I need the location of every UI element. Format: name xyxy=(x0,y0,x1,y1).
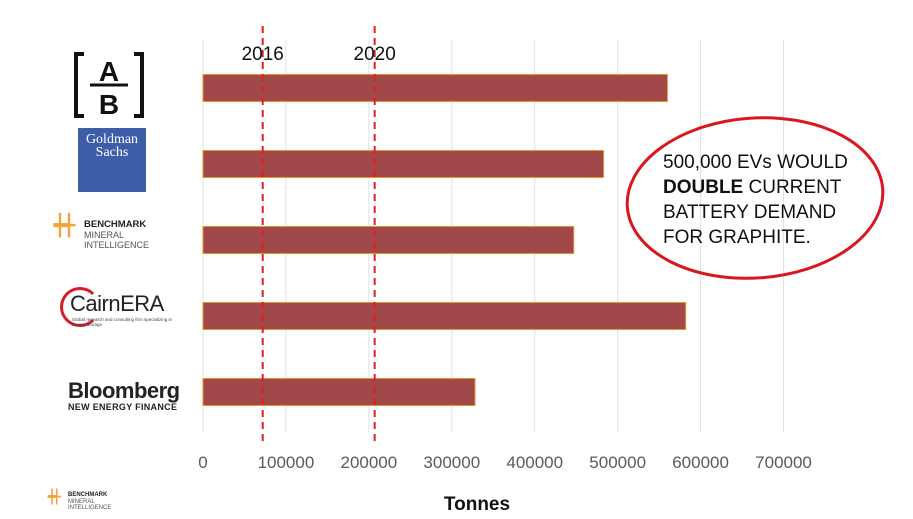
bloomberg-sub: NEW ENERGY FINANCE xyxy=(68,402,178,412)
cairnera-sub: Global research and consulting firm spec… xyxy=(72,317,173,327)
callout-line2-rest: CURRENT xyxy=(743,177,842,198)
footer-benchmark-mark-icon: ┿┽ xyxy=(48,489,61,504)
cairn-ring-icon xyxy=(60,287,100,327)
goldman-line2: Sachs xyxy=(95,145,129,160)
callout-line4: FOR GRAPHITE. xyxy=(663,227,811,248)
footer-benchmark-line3: INTELLIGENCE xyxy=(68,505,112,511)
benchmark-line3: INTELLIGENCE xyxy=(84,240,150,250)
x-tick-label: 200000 xyxy=(340,453,397,472)
x-tick-label: 0 xyxy=(198,453,207,472)
benchmark-line1: BENCHMARK xyxy=(84,219,147,230)
x-axis-label: Tonnes xyxy=(444,494,510,515)
footer-benchmark-logo: ┿┽ BENCHMARK MINERAL INTELLIGENCE xyxy=(48,489,138,515)
x-tick-label: 300000 xyxy=(423,453,480,472)
reference-line-label: 2020 xyxy=(354,44,396,65)
ab-logo-top: A xyxy=(99,56,119,87)
x-tick-label: 100000 xyxy=(258,453,315,472)
bloomberg-name: Bloomberg xyxy=(68,378,180,403)
footer-benchmark-line2: MINERAL xyxy=(68,498,95,505)
bar xyxy=(202,378,476,406)
x-tick-label: 700000 xyxy=(755,453,812,472)
benchmark-mark-icon: ┿┽ xyxy=(54,215,75,237)
bar xyxy=(202,150,605,178)
callout-bold-word: DOUBLE xyxy=(663,177,744,198)
callout-line3: BATTERY DEMAND xyxy=(663,202,837,223)
bar xyxy=(202,226,575,254)
bars xyxy=(202,74,687,406)
benchmark-logo: ┿┽ BENCHMARK MINERAL INTELLIGENCE xyxy=(54,211,174,251)
bloomberg-logo: Bloomberg NEW ENERGY FINANCE xyxy=(68,380,198,414)
ab-logo-bottom: B xyxy=(99,89,119,118)
ab-logo: A B xyxy=(74,52,144,120)
x-tick-label: 600000 xyxy=(672,453,729,472)
x-tick-label: 500000 xyxy=(589,453,646,472)
goldman-line1: Goldman xyxy=(85,132,139,147)
callout-circle xyxy=(625,116,885,280)
footer-benchmark-line1: BENCHMARK xyxy=(68,492,108,498)
reference-line-label: 2016 xyxy=(242,44,284,65)
x-tick-labels: 0 100000 200000 300000 400000 500000 600000 700… xyxy=(198,453,812,472)
bar xyxy=(202,302,687,330)
callout-line1: 500,000 EVs WOULD xyxy=(663,152,848,173)
cairnera-logo: CairnERA Global research and consulting … xyxy=(60,287,178,335)
callout-text: 500,000 EVs WOULD DOUBLE CURRENT BATTERY… xyxy=(663,150,873,250)
bar xyxy=(202,74,668,102)
x-tick-label: 400000 xyxy=(506,453,563,472)
reference-lines: 2016 2020 xyxy=(242,26,396,442)
goldman-sachs-logo: Goldman Sachs xyxy=(78,128,146,192)
benchmark-line2: MINERAL xyxy=(84,230,125,240)
cairnera-name: CairnERA xyxy=(70,291,164,316)
